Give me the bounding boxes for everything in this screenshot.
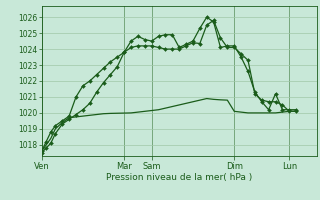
X-axis label: Pression niveau de la mer( hPa ): Pression niveau de la mer( hPa ) [106, 173, 252, 182]
